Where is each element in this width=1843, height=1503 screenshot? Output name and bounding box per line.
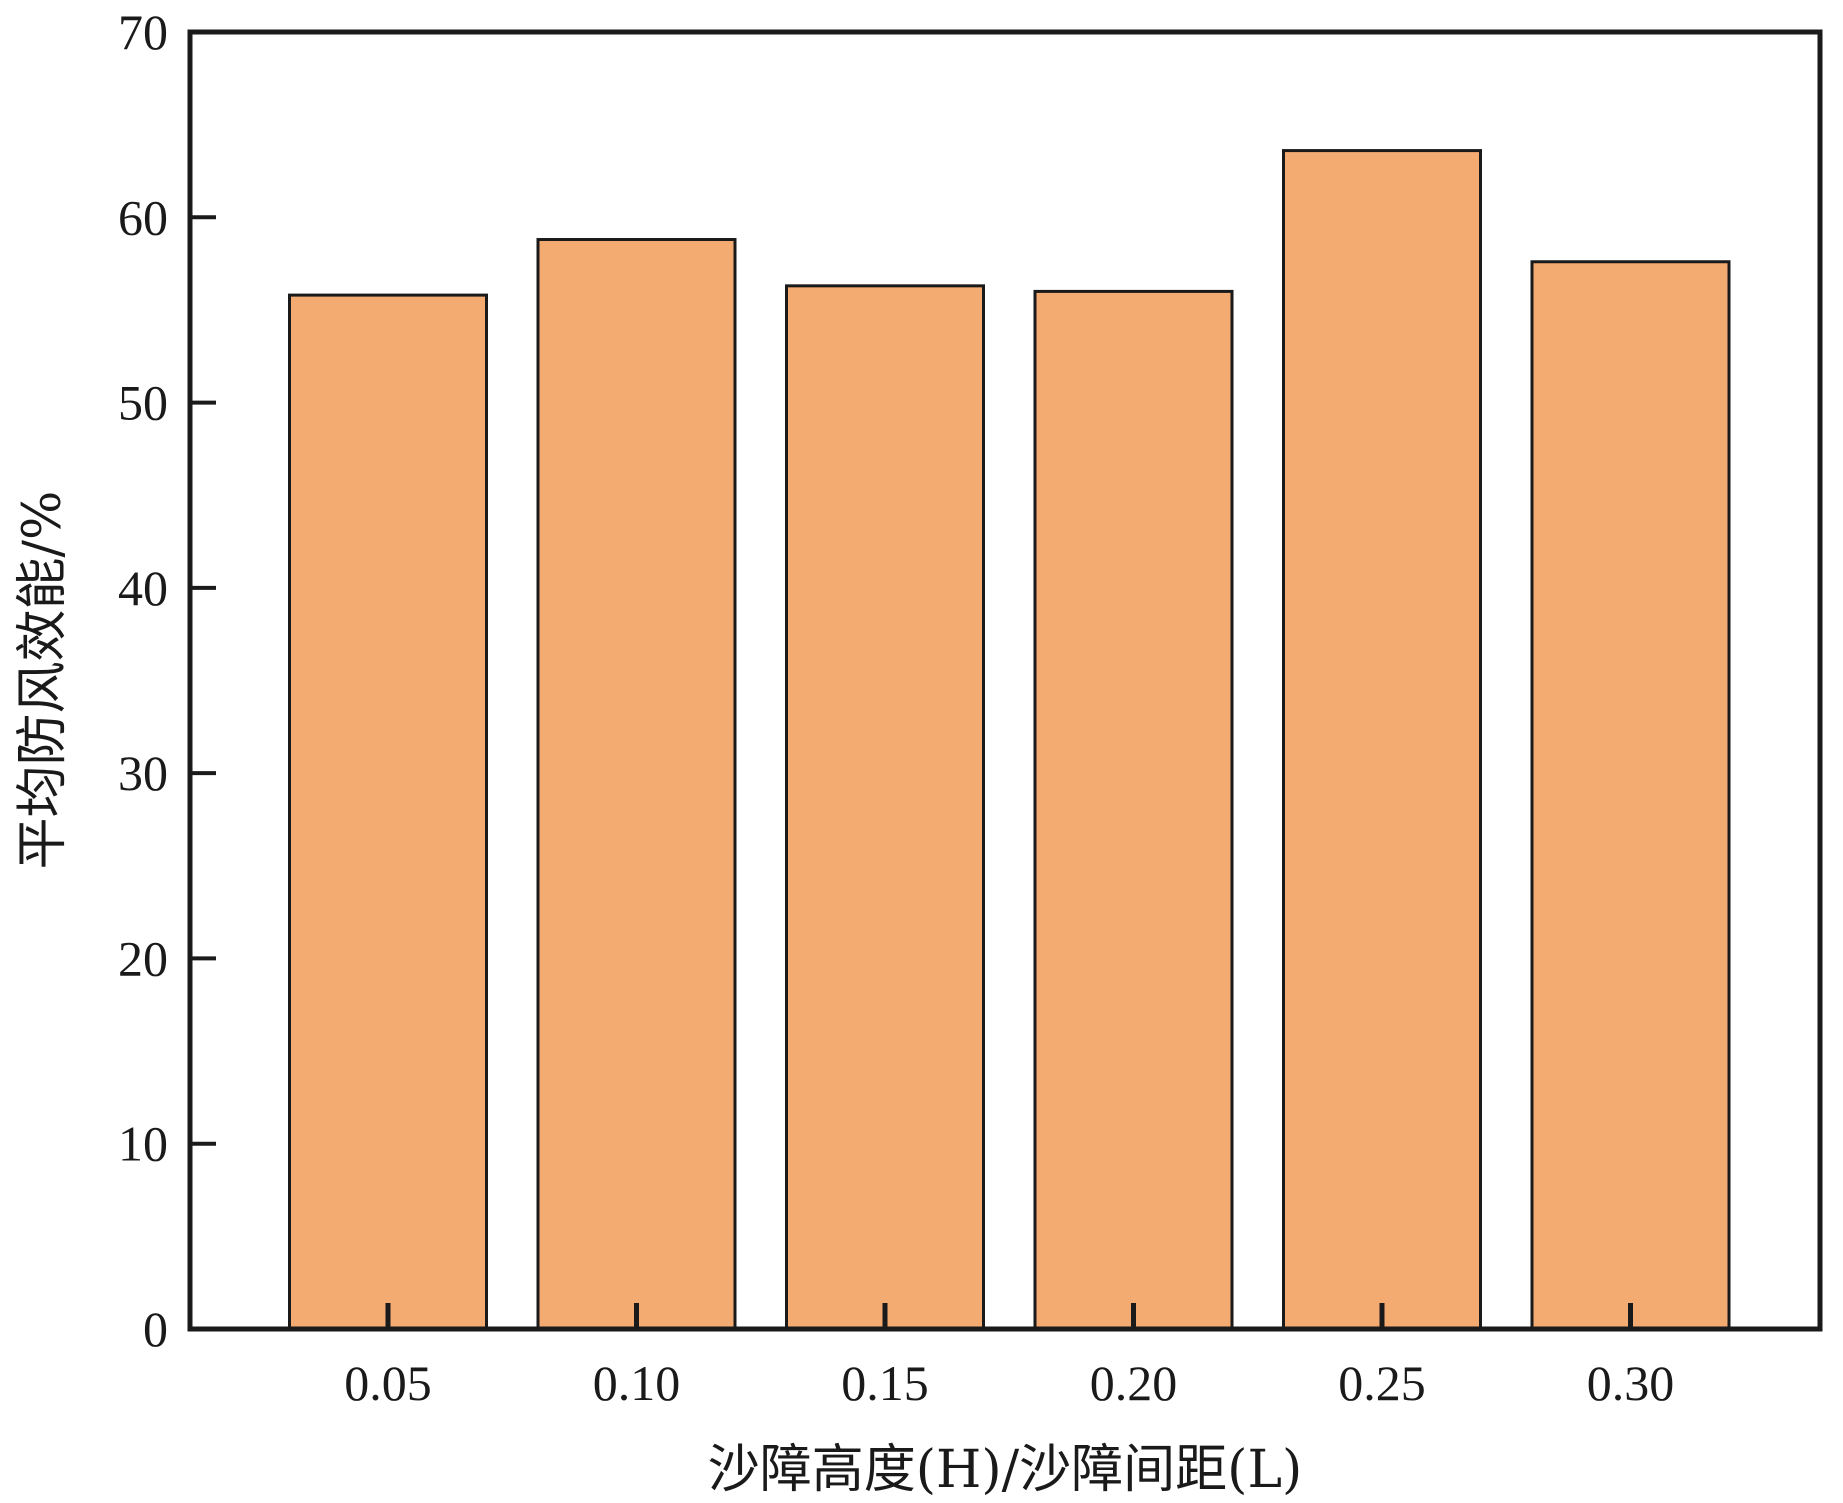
y-tick-label: 30 xyxy=(118,745,168,801)
bar-0.25 xyxy=(1282,149,1482,1331)
bar-0.15 xyxy=(785,284,985,1331)
y-tick-label: 50 xyxy=(118,375,168,431)
x-tick-label: 0.30 xyxy=(1587,1355,1675,1411)
x-tick-label: 0.05 xyxy=(344,1355,432,1411)
y-tick-label: 20 xyxy=(118,930,168,986)
y-tick-label: 40 xyxy=(118,560,168,616)
y-tick-label: 0 xyxy=(143,1301,168,1357)
bar-0.05 xyxy=(288,293,488,1331)
plot-frame xyxy=(187,29,1823,1332)
x-ticks-group: 0.05 0.10 0.15 0.20 0.25 0.30 xyxy=(344,1303,1674,1411)
x-tick-label: 0.20 xyxy=(1090,1355,1178,1411)
y-tick-label: 60 xyxy=(118,189,168,245)
y-axis-title: 平均防风效能/% xyxy=(13,491,73,870)
y-tick-label: 70 xyxy=(118,4,168,60)
bars-group xyxy=(288,149,1731,1331)
x-tick-label: 0.25 xyxy=(1338,1355,1426,1411)
bar-0.20 xyxy=(1033,289,1234,1331)
y-ticks-group: 0 10 20 30 40 50 60 70 xyxy=(118,4,216,1357)
x-tick-label: 0.10 xyxy=(593,1355,681,1411)
x-tick-label: 0.15 xyxy=(841,1355,929,1411)
bar-0.30 xyxy=(1530,260,1731,1331)
y-tick-label: 10 xyxy=(118,1116,168,1172)
x-axis-title: 沙障高度(H)/沙障间距(L) xyxy=(708,1440,1303,1500)
bar-0.10 xyxy=(536,238,737,1331)
